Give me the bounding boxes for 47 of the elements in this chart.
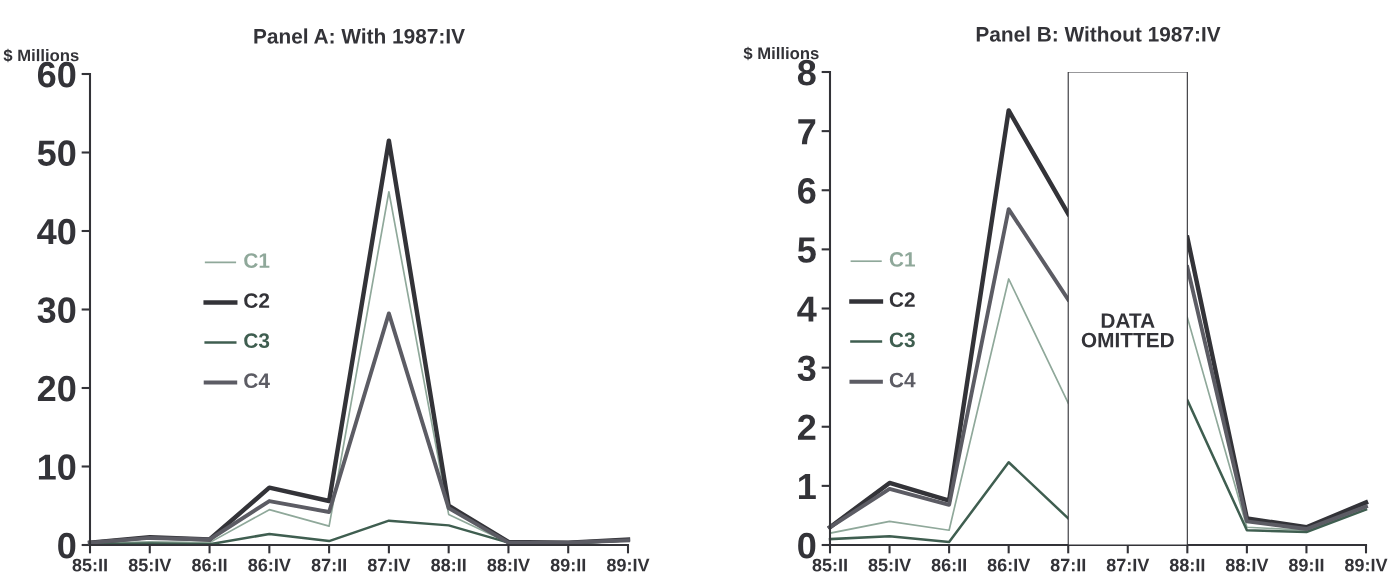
legend-label: C2 [244,293,270,309]
chart-title: Panel B: Without 1987:IV [976,26,1221,42]
y-tick-label: 2 [797,414,816,440]
y-tick-label: 30 [37,297,76,323]
y-tick-label: 6 [798,178,816,204]
y-tick-label: 4 [797,296,817,322]
x-tick-label: 86:II [931,558,966,572]
y-tick-label: 7 [798,119,816,145]
y-tick-label: 60 [37,61,76,88]
x-tick-label: 89:II [1288,558,1324,572]
x-tick-label: 88:II [1169,558,1205,572]
legend-label: C4 [244,373,270,389]
x-tick-label: 86:II [192,558,227,572]
legend-label: C3 [244,333,270,349]
x-tick-label: 89:II [550,558,586,572]
legend-label: C2 [889,292,915,307]
y-tick-label: 5 [797,237,816,263]
y-tick-label: 0 [58,532,76,559]
legend-label: C3 [889,332,915,348]
legend-label: C1 [244,253,270,268]
x-tick-label: 85:II [812,558,847,572]
y-tick-label: 1 [799,474,816,499]
y-tick-label: 0 [798,532,816,559]
x-tick-label: 88:II [431,558,466,572]
band-label: DATA OMITTED [1081,313,1174,348]
x-tick-label: 88:IV [1225,558,1269,572]
y-tick-label: 40 [37,218,76,245]
y-tick-label: 20 [37,375,76,402]
x-tick-label: 85:IV [868,558,912,572]
x-tick-label: 87:II [1050,558,1086,572]
x-tick-label: 85:II [72,558,107,572]
y-tick-label: 3 [797,355,816,382]
x-tick-label: 85:IV [128,558,172,572]
x-tick-label: 87:II [311,558,346,572]
legend-label: C4 [889,372,916,388]
x-tick-label: 86:IV [248,558,291,572]
x-tick-label: 88:IV [487,558,530,572]
y-tick-label: 8 [797,59,816,86]
x-tick-label: 89:IV [607,558,650,572]
legend-label: C1 [889,252,916,267]
x-tick-label: 89:IV [1345,558,1388,572]
x-tick-label: 87:IV [1106,558,1150,572]
y-tick-label: 10 [38,454,76,480]
chart-title: Panel A: With 1987:IV [254,28,465,44]
x-tick-label: 86:IV [987,558,1031,572]
x-tick-label: 87:IV [367,558,411,572]
y-tick-label: 50 [37,140,76,166]
